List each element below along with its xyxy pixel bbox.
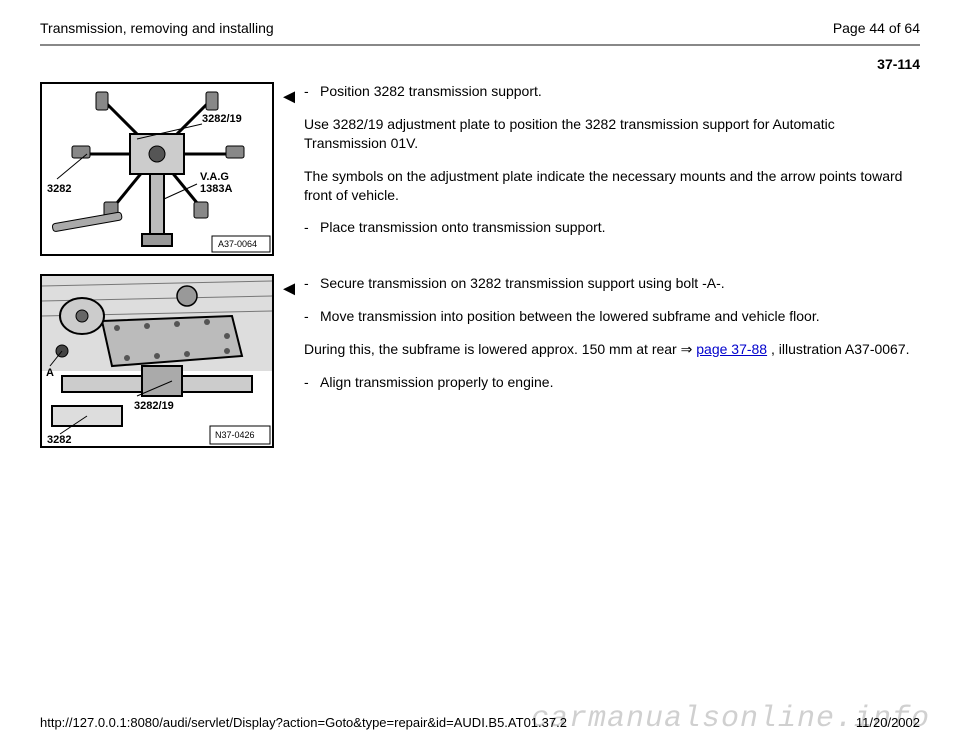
block1-para1: Use 3282/19 adjustment plate to position… xyxy=(304,115,920,153)
bullet-dash: - xyxy=(304,274,320,293)
header-title: Transmission, removing and installing xyxy=(40,20,274,36)
fig1-label-jack: V.A.G 1383A xyxy=(200,171,232,195)
header-divider xyxy=(40,44,920,46)
bullet-dash: - xyxy=(304,218,320,237)
block2-para1-post: , illustration A37-0067. xyxy=(771,341,910,357)
pointer-arrow-1: ◄ xyxy=(274,82,304,109)
block1-bullet2: Place transmission onto transmission sup… xyxy=(320,218,920,237)
fig1-label-3282-19: 3282/19 xyxy=(202,113,242,125)
block2-para1: During this, the subframe is lowered app… xyxy=(304,340,920,359)
block1-bullet1: Position 3282 transmission support. xyxy=(320,82,920,101)
block2-bullet1: Secure transmission on 3282 transmission… xyxy=(320,274,920,293)
block2-bullet3: Align transmission properly to engine. xyxy=(320,373,920,392)
block2-bullet2: Move transmission into position between … xyxy=(320,307,920,326)
figure-1: 3282/19 3282 V.A.G 1383A A37-0064 xyxy=(40,82,274,256)
bullet-dash: - xyxy=(304,82,320,101)
figure-2: A 3282/19 3282 N37-0426 xyxy=(40,274,274,448)
block1-para2: The symbols on the adjustment plate indi… xyxy=(304,167,920,205)
page-indicator: Page 44 of 64 xyxy=(833,20,920,36)
fig2-label-a: A xyxy=(46,367,54,379)
fig2-label-3282: 3282 xyxy=(47,434,71,446)
instruction-block-2: A 3282/19 3282 N37-0426 ◄ - Secure trans… xyxy=(40,274,920,448)
fig1-caption: A37-0064 xyxy=(218,239,257,249)
footer-date: 11/20/2002 xyxy=(856,715,920,730)
fig2-label-3282-19: 3282/19 xyxy=(134,400,174,412)
bullet-dash: - xyxy=(304,373,320,392)
pointer-arrow-2: ◄ xyxy=(274,274,304,301)
instruction-block-1: 3282/19 3282 V.A.G 1383A A37-0064 ◄ - Po… xyxy=(40,82,920,256)
footer-url: http://127.0.0.1:8080/audi/servlet/Displ… xyxy=(40,715,567,730)
page-link-37-88[interactable]: page 37-88 xyxy=(696,341,767,357)
section-number: 37-114 xyxy=(40,56,920,72)
bullet-dash: - xyxy=(304,307,320,326)
fig2-caption: N37-0426 xyxy=(215,430,255,440)
block2-para1-pre: During this, the subframe is lowered app… xyxy=(304,341,681,357)
fig1-label-3282: 3282 xyxy=(47,183,71,195)
